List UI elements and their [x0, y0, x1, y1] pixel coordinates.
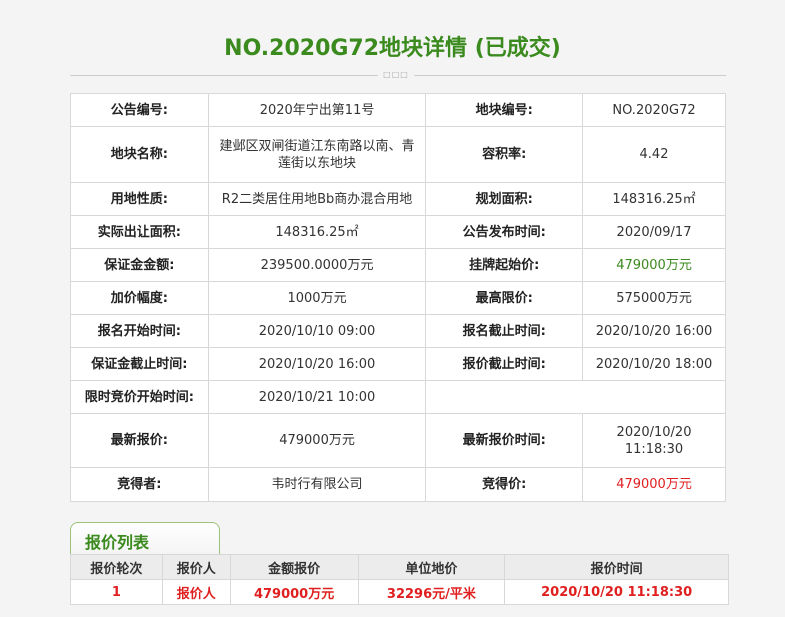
field-label: 限时竞价开始时间:	[70, 380, 209, 414]
field-value: 2020年宁出第11号	[207, 93, 427, 127]
column-header: 报价人	[161, 554, 231, 580]
field-value: 2020/10/20 11:18:30	[582, 413, 726, 468]
field-label: 加价幅度:	[70, 281, 209, 315]
field-value: NO.2020G72	[582, 93, 726, 127]
field-value: 148316.25㎡	[207, 215, 427, 249]
detail-row: 地块名称: 建邺区双闸街道江东南路以南、青莲街以东地块 容积率: 4.42	[70, 126, 726, 183]
field-label: 竞得价:	[425, 467, 584, 502]
field-label: 最高限价:	[425, 281, 584, 315]
field-label: 公告发布时间:	[425, 215, 584, 249]
field-label: 报名开始时间:	[70, 314, 209, 348]
field-label: 地块编号:	[425, 93, 584, 127]
field-label: 最新报价:	[70, 413, 209, 468]
field-value: 2020/10/10 09:00	[207, 314, 427, 348]
detail-row: 公告编号: 2020年宁出第11号 地块编号: NO.2020G72	[70, 93, 726, 127]
field-value: 239500.0000万元	[207, 248, 427, 282]
bid-cell: 32296元/平米	[357, 579, 506, 605]
bid-list-table: 报价轮次 报价人 金额报价 单位地价 报价时间 1 报价人 479000万元 32296元/平…	[70, 554, 729, 605]
column-header: 金额报价	[229, 554, 359, 580]
field-label: 报价截止时间:	[425, 347, 584, 381]
field-label: 报名截止时间:	[425, 314, 584, 348]
field-value: 1000万元	[207, 281, 427, 315]
field-value: 148316.25㎡	[582, 182, 726, 216]
field-label: 保证金金额:	[70, 248, 209, 282]
bid-cell: 2020/10/20 11:18:30	[504, 579, 729, 605]
detail-row: 限时竞价开始时间: 2020/10/21 10:00	[70, 380, 726, 414]
column-header: 单位地价	[357, 554, 506, 580]
field-label: 竞得者:	[70, 467, 209, 502]
page-title: NO.2020G72地块详情 (已成交)	[224, 36, 561, 61]
field-value: 4.42	[582, 126, 726, 183]
detail-row: 用地性质: R2二类居住用地Bb商办混合用地 规划面积: 148316.25㎡	[70, 182, 726, 216]
field-label: 容积率:	[425, 126, 584, 183]
field-label: 公告编号:	[70, 93, 209, 127]
bid-cell: 479000万元	[229, 579, 359, 605]
field-value: 479000万元	[207, 413, 427, 468]
field-value: 建邺区双闸街道江东南路以南、青莲街以东地块	[207, 126, 427, 183]
detail-row: 最新报价: 479000万元 最新报价时间: 2020/10/20 11:18:30	[70, 413, 726, 468]
field-label: 实际出让面积:	[70, 215, 209, 249]
field-value: 2020/09/17	[582, 215, 726, 249]
field-value: 韦时行有限公司	[207, 467, 427, 502]
field-label: 保证金截止时间:	[70, 347, 209, 381]
divider-ornament: □□□	[378, 70, 414, 80]
detail-row: 实际出让面积: 148316.25㎡ 公告发布时间: 2020/09/17	[70, 215, 726, 249]
bid-cell: 1	[70, 579, 163, 605]
field-label: 规划面积:	[425, 182, 584, 216]
field-value: 2020/10/20 16:00	[582, 314, 726, 348]
field-label: 挂牌起始价:	[425, 248, 584, 282]
column-header: 报价轮次	[70, 554, 163, 580]
field-label: 最新报价时间:	[425, 413, 584, 468]
detail-row: 报名开始时间: 2020/10/10 09:00 报名截止时间: 2020/10/20…	[70, 314, 726, 348]
tab-bid-list[interactable]: 报价列表	[70, 522, 220, 554]
field-value: 575000万元	[582, 281, 726, 315]
field-value: 479000万元	[582, 467, 726, 502]
field-value: 479000万元	[582, 248, 726, 282]
field-value: 2020/10/20 18:00	[582, 347, 726, 381]
detail-row: 竞得者: 韦时行有限公司 竞得价: 479000万元	[70, 467, 726, 502]
column-header: 报价时间	[504, 554, 729, 580]
field-label: 用地性质:	[70, 182, 209, 216]
bid-cell: 报价人	[161, 579, 231, 605]
empty-cell	[425, 380, 726, 414]
field-label: 地块名称:	[70, 126, 209, 183]
field-value: 2020/10/20 16:00	[207, 347, 427, 381]
detail-row: 保证金截止时间: 2020/10/20 16:00 报价截止时间: 2020/10/2…	[70, 347, 726, 381]
detail-row: 保证金金额: 239500.0000万元 挂牌起始价: 479000万元	[70, 248, 726, 282]
detail-row: 加价幅度: 1000万元 最高限价: 575000万元	[70, 281, 726, 315]
field-value: R2二类居住用地Bb商办混合用地	[207, 182, 427, 216]
field-value: 2020/10/21 10:00	[207, 380, 427, 414]
land-detail-table: 公告编号: 2020年宁出第11号 地块编号: NO.2020G72 地块名称: 建邺区双…	[70, 93, 726, 502]
bid-row: 1 报价人 479000万元 32296元/平米 2020/10/20 11:18:30	[70, 579, 729, 605]
